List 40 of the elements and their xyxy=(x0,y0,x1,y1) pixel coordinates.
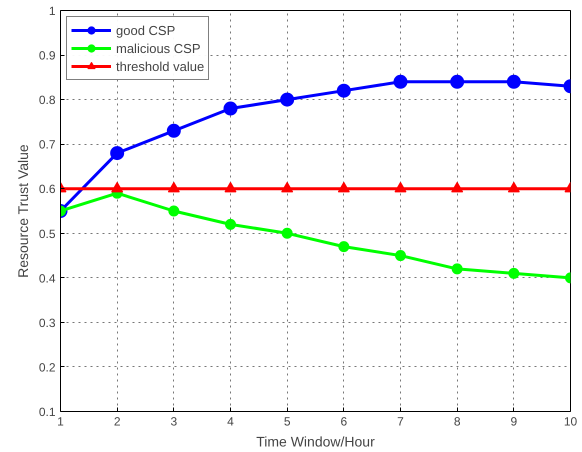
point xyxy=(166,124,181,138)
y-tick-label: 0.8 xyxy=(38,93,56,108)
point xyxy=(168,206,180,216)
x-tick-label: 5 xyxy=(284,414,291,428)
x-tick-label: 9 xyxy=(510,414,518,428)
legend-label: malicious CSP xyxy=(116,40,201,57)
point xyxy=(394,74,408,89)
x-tick-label: 4 xyxy=(227,414,234,428)
point xyxy=(224,102,238,116)
point xyxy=(336,84,351,98)
point xyxy=(450,74,464,89)
point xyxy=(110,146,124,160)
y-tick-label: 0.9 xyxy=(38,48,56,63)
point xyxy=(395,250,406,262)
y-tick-label: 0.2 xyxy=(38,360,56,374)
point xyxy=(225,218,236,230)
point xyxy=(506,74,521,89)
x-tick-label: 10 xyxy=(564,414,578,428)
y-axis-title: Resource Trust Value xyxy=(14,144,31,278)
y-tick-label: 0.7 xyxy=(38,138,56,152)
point xyxy=(282,228,293,239)
x-axis-title: Time Window/Hour xyxy=(256,434,376,450)
x-tick-label: 2 xyxy=(114,414,121,428)
y-tick-label: 0.5 xyxy=(38,226,56,241)
point xyxy=(508,268,520,279)
legend-label: threshold value xyxy=(116,58,204,75)
x-tick-label: 8 xyxy=(454,414,461,428)
x-tick-label: 7 xyxy=(397,414,404,428)
legend-label: good CSP xyxy=(116,22,176,39)
x-tick-label: 1 xyxy=(57,414,64,428)
y-tick-label: 0.6 xyxy=(38,182,56,196)
y-tick-label: 0.1 xyxy=(38,405,56,419)
x-tick-label: 3 xyxy=(170,414,178,428)
point xyxy=(338,241,350,252)
y-tick-label: 1 xyxy=(48,4,56,18)
y-tick-label: 0.3 xyxy=(38,316,56,330)
point xyxy=(280,92,294,107)
y-tick-label: 0.4 xyxy=(38,271,56,286)
x-tick-label: 6 xyxy=(340,414,348,428)
point xyxy=(452,263,463,274)
